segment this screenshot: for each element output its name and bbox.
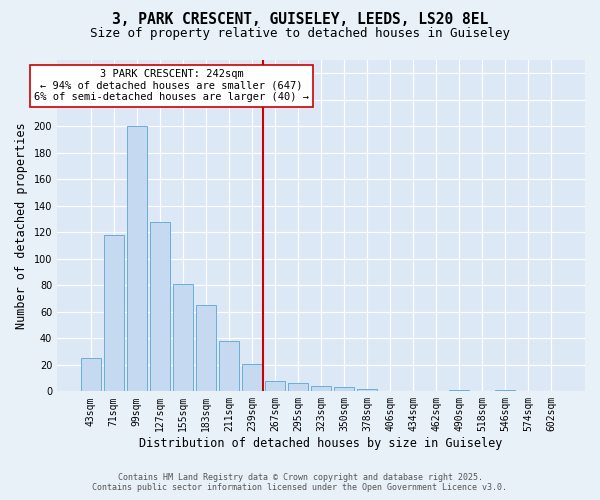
Y-axis label: Number of detached properties: Number of detached properties [15, 122, 28, 329]
Text: 3 PARK CRESCENT: 242sqm
← 94% of detached houses are smaller (647)
6% of semi-de: 3 PARK CRESCENT: 242sqm ← 94% of detache… [34, 70, 309, 102]
Text: Size of property relative to detached houses in Guiseley: Size of property relative to detached ho… [90, 28, 510, 40]
Bar [127, 126, 146, 392]
Bar [219, 341, 239, 392]
Bar [242, 364, 262, 392]
Bar [196, 305, 216, 392]
Text: 3, PARK CRESCENT, GUISELEY, LEEDS, LS20 8EL: 3, PARK CRESCENT, GUISELEY, LEEDS, LS20 … [112, 12, 488, 28]
Text: Contains HM Land Registry data © Crown copyright and database right 2025.
Contai: Contains HM Land Registry data © Crown c… [92, 473, 508, 492]
Bar [357, 388, 377, 392]
Bar [311, 386, 331, 392]
Bar [288, 384, 308, 392]
Bar [150, 222, 170, 392]
Bar [104, 235, 124, 392]
Bar [449, 390, 469, 392]
Bar [334, 388, 354, 392]
Bar [173, 284, 193, 392]
Bar [265, 380, 285, 392]
Bar [496, 390, 515, 392]
X-axis label: Distribution of detached houses by size in Guiseley: Distribution of detached houses by size … [139, 437, 503, 450]
Bar [81, 358, 101, 392]
